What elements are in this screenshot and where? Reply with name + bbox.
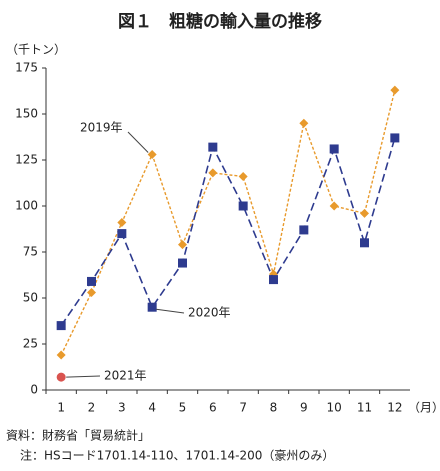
marker (147, 302, 157, 312)
marker (117, 229, 127, 239)
marker (56, 350, 66, 360)
x-tick-label: 8 (270, 401, 278, 415)
x-tick-label: 1 (57, 401, 65, 415)
footnote: 注：HSコード1701.14-110、1701.14-200（豪州のみ） (20, 448, 334, 463)
y-tick-label: 150 (15, 107, 38, 121)
x-tick-label: 10 (327, 401, 342, 415)
marker (147, 149, 157, 159)
marker (329, 201, 339, 211)
x-tick-label: 11 (357, 401, 372, 415)
x-tick-label: 3 (118, 401, 126, 415)
x-tick-label: 9 (300, 401, 308, 415)
x-tick-label: 12 (387, 401, 402, 415)
marker (208, 142, 218, 152)
marker (360, 238, 369, 248)
marker (360, 208, 369, 218)
marker (117, 218, 127, 228)
series-label: 2021年 (104, 369, 147, 383)
source-note: 資料：財務省「貿易統計」 (6, 428, 150, 443)
y-tick-label: 125 (15, 153, 38, 167)
chart-title: 図１ 粗糖の輸入量の推移 (118, 11, 322, 32)
marker (299, 118, 309, 128)
y-tick-label: 75 (23, 245, 38, 259)
x-tick-label: 6 (209, 401, 217, 415)
x-tick-label: 5 (179, 401, 187, 415)
marker (390, 85, 400, 95)
x-tick-label: 4 (148, 401, 156, 415)
marker (390, 133, 400, 143)
leader-line (156, 308, 185, 314)
marker (56, 321, 66, 331)
leader-line (66, 375, 101, 378)
marker (329, 144, 339, 154)
y-tick-label: 0 (30, 383, 38, 397)
x-tick-label: 7 (239, 401, 247, 415)
y-tick-label: 100 (15, 199, 38, 213)
y-unit: （千トン） (6, 43, 66, 57)
series-label: 2020年 (188, 306, 231, 320)
marker (87, 276, 96, 286)
y-tick-label: 25 (23, 337, 38, 351)
marker (208, 168, 218, 178)
marker (178, 258, 187, 268)
marker (178, 240, 187, 250)
marker (269, 275, 278, 285)
marker (299, 225, 309, 235)
x-unit: （月） (408, 401, 440, 415)
y-tick-label: 50 (23, 291, 38, 305)
marker (56, 372, 66, 382)
marker (238, 201, 248, 211)
marker (87, 287, 96, 297)
leader-line (127, 131, 149, 153)
x-tick-label: 2 (88, 401, 96, 415)
series-line (60, 137, 396, 327)
series-label: 2019年 (80, 121, 123, 135)
marker (238, 172, 248, 182)
y-tick-label: 175 (15, 61, 38, 75)
